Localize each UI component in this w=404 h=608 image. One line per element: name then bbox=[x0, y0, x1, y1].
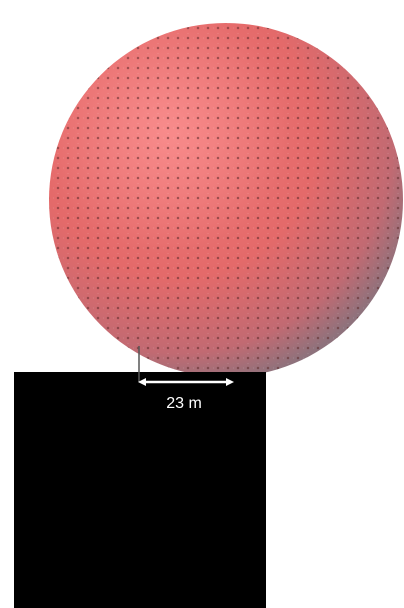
radius-measurement: 23 m bbox=[138, 346, 234, 412]
sphere-dot-texture bbox=[49, 23, 403, 377]
measurement-arrow-right bbox=[226, 378, 234, 386]
black-block bbox=[14, 372, 266, 608]
sphere bbox=[49, 23, 403, 377]
measurement-label: 23 m bbox=[166, 395, 202, 412]
measurement-arrow-left bbox=[138, 378, 146, 386]
